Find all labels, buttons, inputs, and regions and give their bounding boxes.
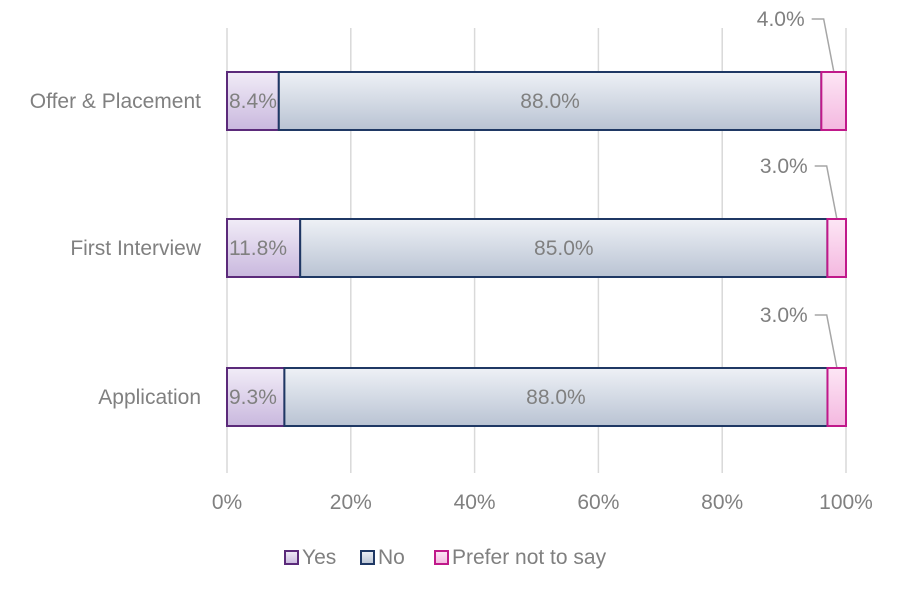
data-label: 11.8% [229, 237, 287, 260]
legend-label: Prefer not to say [452, 546, 607, 569]
category-label: First Interview [70, 237, 202, 260]
category-label: Offer & Placement [30, 90, 201, 113]
data-labels: 8.4% 88.0% 4.0% 11.8% 85.0% 3.0% 9.3% 88.0% 3.0% [229, 8, 838, 409]
x-tick-label: 0% [212, 491, 242, 514]
x-tick-label: 20% [330, 491, 372, 514]
bar-segment [820, 71, 847, 131]
legend-label: Yes [302, 546, 336, 569]
data-label: 3.0% [760, 155, 808, 178]
legend: Yes No Prefer not to say [284, 546, 607, 569]
x-tick-label: 60% [577, 491, 619, 514]
data-label: 8.4% [229, 90, 277, 113]
leader-line [814, 314, 838, 368]
bar-segment [283, 367, 829, 427]
data-label: 3.0% [760, 304, 808, 327]
data-label: 88.0% [520, 90, 580, 113]
data-label: 88.0% [526, 386, 586, 409]
bar-segment [226, 367, 286, 427]
legend-label: No [378, 546, 405, 569]
bar-segment [826, 218, 847, 278]
bar-segment [299, 218, 829, 278]
bar-segment [226, 71, 280, 131]
leader-line [811, 18, 835, 72]
leader-line [814, 165, 838, 219]
legend-swatch [284, 550, 299, 565]
x-tick-label: 80% [701, 491, 743, 514]
legend-swatch [434, 550, 449, 565]
x-tick-label: 40% [454, 491, 496, 514]
legend-swatch [360, 550, 375, 565]
axis-labels: 0% 20% 40% 60% 80% 100% Offer & Placement First… [30, 90, 873, 514]
data-label: 4.0% [757, 8, 805, 31]
category-label: Application [98, 386, 201, 409]
data-label: 9.3% [229, 386, 277, 409]
bars [226, 71, 847, 427]
data-label: 85.0% [534, 237, 594, 260]
x-tick-label: 100% [819, 491, 873, 514]
bar-segment [826, 367, 847, 427]
bar-segment [226, 218, 302, 278]
